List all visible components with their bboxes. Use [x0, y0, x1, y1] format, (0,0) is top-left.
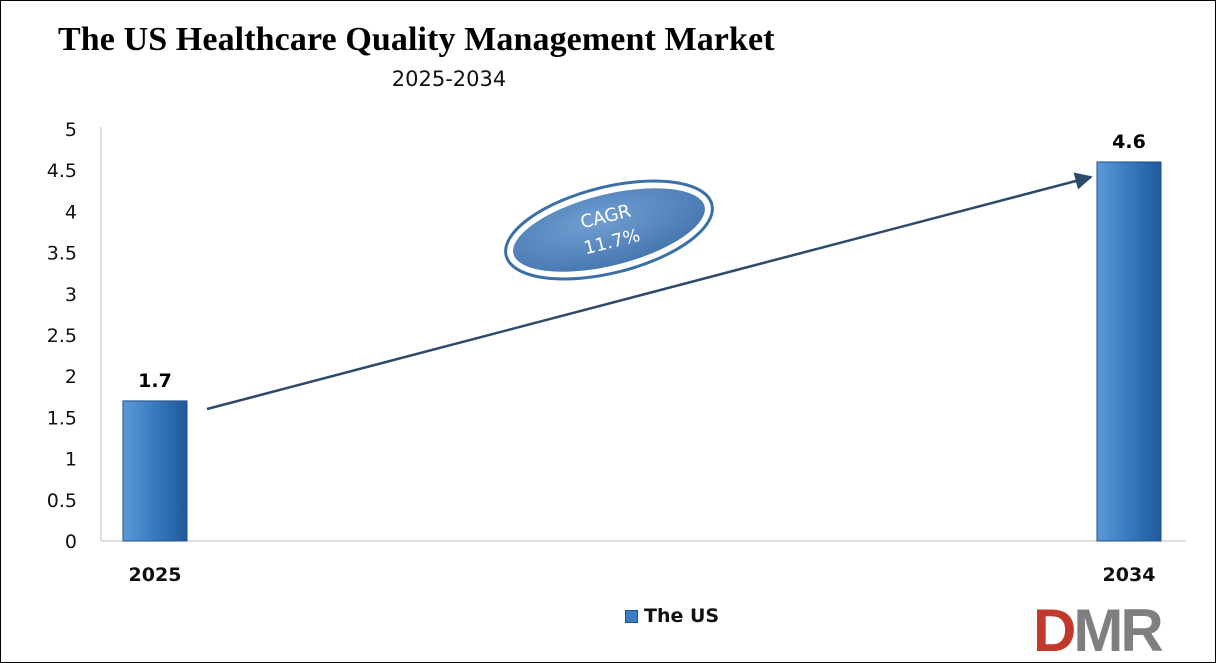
- y-tick-label: 0: [65, 531, 77, 553]
- cagr-badge: CAGR 11.7%: [504, 179, 714, 281]
- y-tick-label: 5: [65, 119, 77, 141]
- data-label-2025: 1.7: [138, 370, 172, 392]
- y-tick-label: 3: [65, 284, 77, 306]
- bar-2034: [1096, 161, 1162, 542]
- y-tick-label: 4: [65, 201, 77, 223]
- dmr-logo: DMR: [1033, 601, 1166, 655]
- cagr-arrow: [206, 172, 1093, 411]
- legend: The US: [625, 605, 719, 627]
- x-tick-label-2025: 2025: [129, 564, 182, 586]
- y-tick-label: 0.5: [47, 490, 77, 512]
- y-tick-label: 1.5: [47, 407, 77, 429]
- y-tick-label: 4.5: [47, 160, 77, 182]
- bar-2025: [122, 400, 188, 542]
- chart-title: The US Healthcare Quality Management Mar…: [58, 21, 775, 58]
- legend-label: The US: [644, 605, 720, 627]
- svg-text:DMR: DMR: [1033, 601, 1163, 655]
- legend-swatch: [625, 609, 638, 623]
- chart-subtitle: 2025-2034: [391, 67, 507, 91]
- y-tick-label: 1: [65, 449, 77, 471]
- y-tick-label: 2: [65, 366, 77, 388]
- y-tick-label: 3.5: [47, 243, 77, 265]
- y-tick-label: 2.5: [47, 325, 77, 347]
- x-tick-label-2034: 2034: [1103, 564, 1156, 586]
- data-label-2034: 4.6: [1112, 131, 1146, 153]
